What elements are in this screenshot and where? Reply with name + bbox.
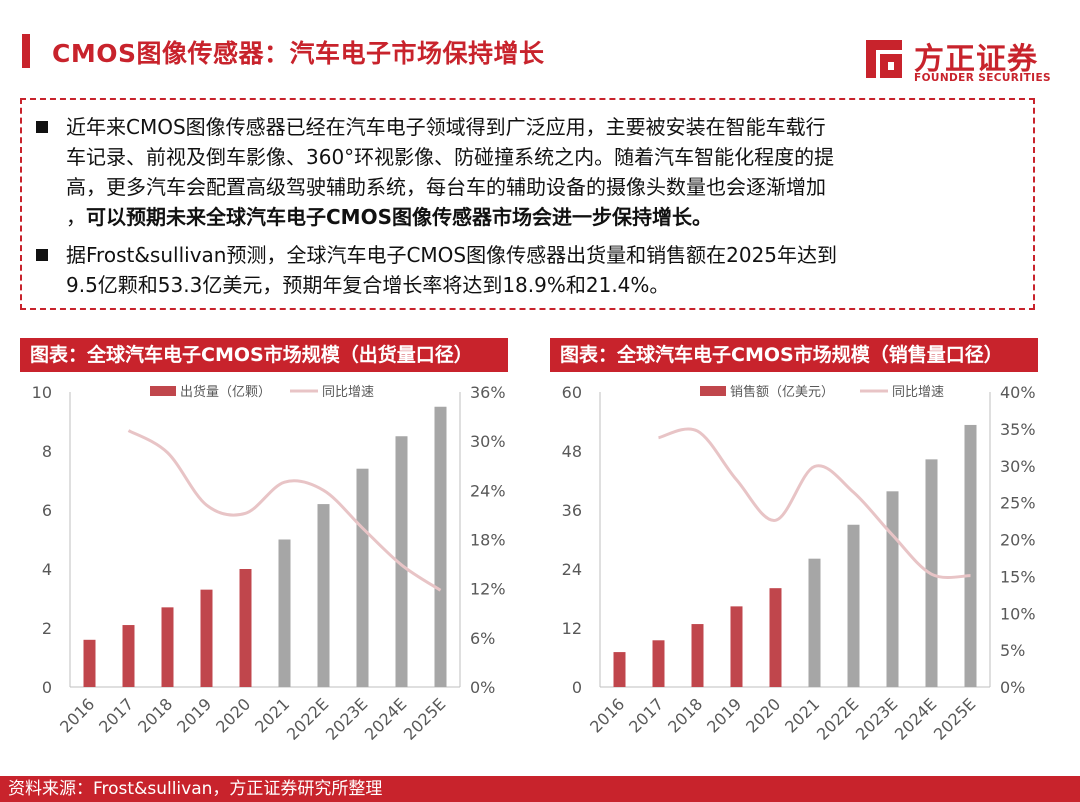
bullet-square-icon [36, 121, 48, 133]
x-tick-label: 2019 [173, 694, 215, 736]
bar [730, 606, 743, 687]
y-left-tick-label: 6 [42, 501, 52, 520]
y-left-tick-label: 2 [42, 619, 52, 638]
bullet-1: 近年来CMOS图像传感器已经在汽车电子领域得到广泛应用，主要被安装在智能车载行 … [36, 112, 1016, 232]
bullet-2-line-2: 9.5亿颗和53.3亿美元，预期年复合增长率将达到18.9%和21.4%。 [66, 273, 670, 297]
y-left-tick-label: 36 [562, 501, 582, 520]
legend-bar-label: 出货量（亿颗） [180, 384, 271, 400]
y-right-tick-label: 0% [1000, 678, 1025, 697]
x-tick-label: 2023E [852, 694, 901, 743]
x-tick-label: 2017 [95, 694, 137, 736]
y-left-tick-label: 0 [572, 678, 582, 697]
legend-line-label: 同比增速 [322, 385, 374, 400]
x-tick-label: 2024E [891, 694, 940, 743]
footer-source: 资料来源：Frost&sullivan，方正证券研究所整理 [8, 779, 383, 799]
y-right-tick-label: 0% [470, 678, 495, 697]
bar [964, 424, 977, 687]
y-left-tick-label: 48 [562, 442, 582, 461]
y-right-tick-label: 20% [1000, 531, 1036, 550]
x-tick-label: 2022E [813, 694, 862, 743]
bar [278, 539, 291, 687]
y-right-tick-label: 24% [470, 481, 506, 500]
y-left-tick-label: 0 [42, 678, 52, 697]
x-tick-label: 2016 [56, 694, 98, 736]
bullet-1-line-1: 近年来CMOS图像传感器已经在汽车电子领域得到广泛应用，主要被安装在智能车载行 [66, 115, 826, 139]
y-right-tick-label: 25% [1000, 494, 1036, 513]
founder-logo: 方正证券 FOUNDER SECURITIES [862, 34, 1062, 90]
bullet-1-bold: 可以预期未来全球汽车电子CMOS图像传感器市场会进一步保持增长。 [86, 205, 712, 229]
bar [434, 406, 447, 687]
legend-bar-label: 销售额（亿美元） [730, 384, 834, 400]
bar [691, 624, 704, 687]
y-right-tick-label: 18% [470, 531, 506, 550]
chart-shipment: 02468100%6%12%18%24%30%36%20162017201820… [32, 383, 506, 744]
logo-english-text: FOUNDER SECURITIES [914, 72, 1052, 84]
x-tick-label: 2025E [930, 694, 979, 743]
y-left-tick-label: 8 [42, 442, 52, 461]
legend-line-label: 同比增速 [892, 385, 944, 400]
bullet-1-line-3: 高，更多汽车会配置高级驾驶辅助系统，每台车的辅助设备的摄像头数量也会逐渐增加 [66, 175, 826, 199]
bullet-2: 据Frost&sullivan预测，全球汽车电子CMOS图像传感器出货量和销售额… [36, 240, 1016, 300]
y-left-tick-label: 24 [562, 560, 582, 579]
x-tick-label: 2017 [625, 694, 667, 736]
bar [239, 569, 252, 687]
y-right-tick-label: 30% [470, 432, 506, 451]
page-title: CMOS图像传感器：汽车电子市场保持增长 [52, 39, 545, 68]
bullet-2-line-1: 据Frost&sullivan预测，全球汽车电子CMOS图像传感器出货量和销售额… [66, 243, 838, 267]
bar [886, 491, 899, 687]
y-right-tick-label: 12% [470, 580, 506, 599]
bar [847, 524, 860, 687]
x-tick-label: 2018 [664, 694, 706, 736]
bar [200, 589, 213, 687]
growth-line [127, 429, 442, 592]
x-tick-label: 2016 [586, 694, 628, 736]
y-left-tick-label: 60 [562, 383, 582, 402]
logo-chinese-text: 方正证券 [914, 42, 1038, 77]
legend-bar-swatch [700, 386, 726, 396]
x-tick-label: 2020 [742, 694, 784, 736]
bar [652, 640, 665, 687]
bar [395, 436, 408, 687]
y-right-tick-label: 30% [1000, 457, 1036, 476]
bar [317, 504, 330, 687]
y-left-tick-label: 4 [42, 560, 52, 579]
bullet-1-line-4: ，可以预期未来全球汽车电子CMOS图像传感器市场会进一步保持增长。 [66, 202, 1021, 232]
bar [122, 625, 135, 687]
x-tick-label: 2025E [400, 694, 449, 743]
y-right-tick-label: 10% [1000, 604, 1036, 623]
growth-line [658, 427, 971, 580]
title-accent-bar [22, 34, 30, 68]
bar [161, 607, 174, 687]
y-right-tick-label: 36% [470, 383, 506, 402]
bullet-1-line-2: 车记录、前视及倒车影像、360°环视影像、防碰撞系统之内。随着汽车智能化程度的提 [66, 145, 835, 169]
bar [613, 652, 626, 687]
bar [808, 558, 821, 687]
chart-sales: 0 12 24 36 48 60 0% 5% 10% 15% 20% 25% 30% 35% 40% 2016… [562, 383, 1036, 744]
x-tick-label: 2022E [283, 694, 332, 743]
x-tick-label: 2018 [134, 694, 176, 736]
chart-2-title: 图表：全球汽车电子CMOS市场规模（销售量口径） [550, 338, 1038, 372]
y-left-tick-label: 10 [32, 383, 52, 402]
x-tick-label: 2019 [703, 694, 745, 736]
y-right-tick-label: 40% [1000, 383, 1036, 402]
bar [83, 639, 96, 687]
y-right-tick-label: 35% [1000, 420, 1036, 439]
footer-bar: 资料来源：Frost&sullivan，方正证券研究所整理 [0, 776, 1080, 802]
bar [769, 588, 782, 687]
y-right-tick-label: 15% [1000, 567, 1036, 586]
founder-logo-icon [866, 40, 902, 78]
y-right-tick-label: 5% [1000, 641, 1025, 660]
legend-bar-swatch [150, 386, 176, 396]
chart-1-title: 图表：全球汽车电子CMOS市场规模（出货量口径） [20, 338, 508, 372]
y-left-tick-label: 12 [562, 619, 582, 638]
summary-box: 近年来CMOS图像传感器已经在汽车电子领域得到广泛应用，主要被安装在智能车载行 … [20, 98, 1035, 310]
bullet-1-prefix: ， [66, 205, 86, 229]
x-tick-label: 2023E [322, 694, 371, 743]
x-tick-label: 2024E [361, 694, 410, 743]
bullet-square-icon [36, 249, 48, 261]
bar [356, 468, 369, 687]
x-tick-label: 2020 [212, 694, 254, 736]
y-right-tick-label: 6% [470, 629, 495, 648]
